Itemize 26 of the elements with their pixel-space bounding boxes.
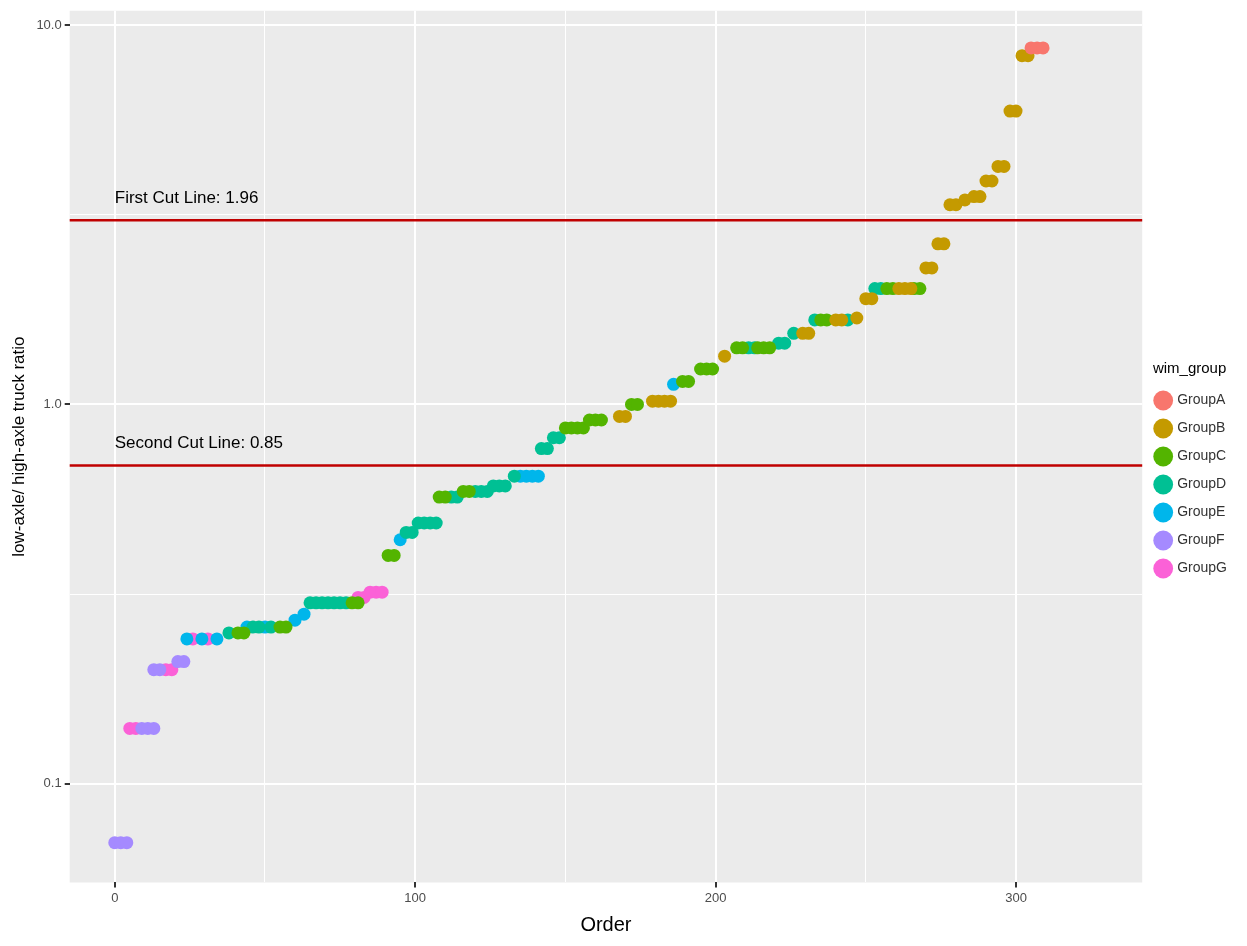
- point: [180, 632, 194, 646]
- point: [210, 632, 224, 646]
- point: [850, 311, 864, 325]
- y-tick-label: 10.0: [36, 16, 62, 32]
- legend-title: wim_group: [1151, 359, 1227, 377]
- y-axis-title: low-axle/ high-axle truck ratio: [8, 336, 28, 557]
- point: [718, 349, 732, 363]
- legend-label: GroupG: [1177, 559, 1228, 576]
- y-tick-label: 1.0: [43, 396, 62, 412]
- legend-label: GroupC: [1177, 447, 1227, 464]
- legend-label: GroupA: [1177, 391, 1227, 408]
- point: [195, 632, 209, 646]
- point: [507, 469, 521, 483]
- x-tick-label: 200: [704, 889, 727, 905]
- annotation: First Cut Line: 1.96: [114, 187, 259, 207]
- y-tick-label: 0.1: [43, 775, 62, 791]
- x-tick-label: 0: [111, 889, 119, 905]
- x-tick-label: 100: [404, 889, 427, 905]
- annotation: Second Cut Line: 0.85: [114, 433, 283, 453]
- legend-label: GroupB: [1177, 419, 1226, 436]
- legend-label: GroupF: [1177, 531, 1225, 548]
- x-tick-label: 300: [1005, 889, 1027, 905]
- legend-label: GroupE: [1177, 503, 1226, 520]
- x-axis-title: Order: [580, 912, 632, 935]
- legend-label: GroupD: [1177, 475, 1227, 492]
- point: [297, 607, 311, 621]
